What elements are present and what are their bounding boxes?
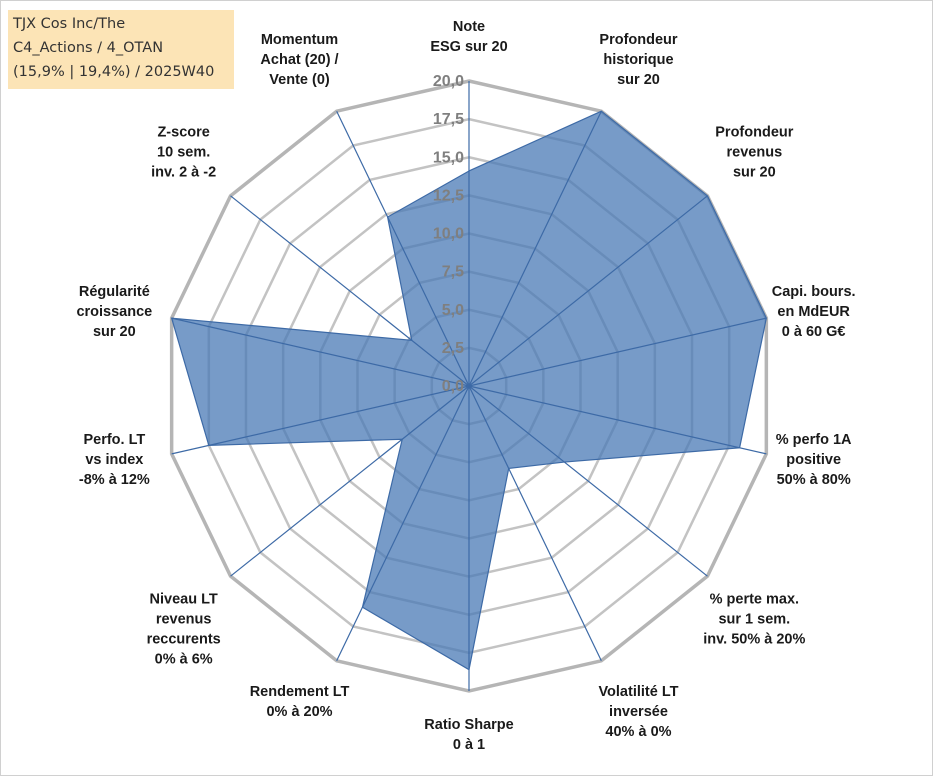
spoke-line [468, 317, 767, 387]
category-label-line: Niveau LT [150, 592, 218, 608]
category-label: Momentum Achat (20) / Vente (0) [260, 32, 338, 88]
category-label-line: 0% à 20% [266, 704, 332, 720]
category-label-line: positive [786, 452, 841, 468]
category-label: Volatilité LT inversée 40% à 0% [598, 684, 678, 740]
category-label-line: Capi. bours. [772, 284, 856, 300]
category-label: Note ESG sur 20 [430, 19, 507, 55]
category-label-line: ESG sur 20 [430, 39, 507, 55]
tick-label: 7,5 [442, 264, 464, 281]
spoke-line [230, 195, 470, 387]
category-label-line: Momentum [261, 32, 338, 48]
category-label-line: 0 à 1 [453, 737, 485, 753]
category-label-line: 50% à 80% [777, 472, 851, 488]
spoke-line [468, 385, 708, 577]
title-line: C4_Actions / 4_OTAN [13, 40, 164, 56]
tick-label: 2,5 [442, 340, 464, 357]
category-label-line: sur 1 sem. [718, 612, 790, 628]
category-label-line: vs index [85, 452, 143, 468]
category-label-line: Rendement LT [250, 684, 350, 700]
tick-label: 17,5 [433, 111, 464, 128]
spoke-line [171, 385, 470, 455]
spoke-line [468, 385, 602, 662]
tick-label: 12,5 [433, 187, 464, 204]
category-label-line: Profondeur [599, 32, 677, 48]
category-label-line: Achat (20) / [260, 52, 338, 68]
tick-label: 10,0 [433, 226, 464, 243]
category-label: % perte max. sur 1 sem. inv. 50% à 20% [703, 592, 805, 648]
tick-label: 0,0 [442, 378, 464, 395]
category-label-line: sur 20 [617, 72, 660, 88]
spoke-line [230, 385, 470, 577]
category-label-line: -8% à 12% [79, 472, 150, 488]
category-label-line: 0% à 6% [155, 652, 213, 668]
spoke-line [468, 385, 767, 455]
category-label: Rendement LT 0% à 20% [250, 684, 350, 720]
category-label-line: Z-score [157, 124, 209, 140]
category-label-line: croissance [76, 304, 152, 320]
spoke-line [336, 385, 470, 662]
category-label-line: inv. 50% à 20% [703, 632, 805, 648]
category-label-line: % perfo 1A [776, 432, 852, 448]
category-label-line: reccurents [147, 632, 221, 648]
tick-label: 20,0 [433, 73, 464, 90]
title-box: TJX Cos Inc/The C4_Actions / 4_OTAN (15,… [8, 10, 234, 89]
tick-label: 15,0 [433, 149, 464, 166]
title-line: TJX Cos Inc/The [13, 16, 126, 32]
category-label-line: historique [603, 52, 673, 68]
category-label-line: revenus [156, 612, 212, 628]
category-label: Profondeur historique sur 20 [599, 32, 677, 88]
category-label-line: revenus [727, 144, 783, 160]
category-label-line: en MdEUR [777, 304, 850, 320]
tick-label: 5,0 [442, 302, 464, 319]
category-label: Régularité croissance sur 20 [76, 284, 152, 340]
category-label-line: Perfo. LT [83, 432, 145, 448]
category-label-line: 10 sem. [157, 144, 210, 160]
category-label-line: Vente (0) [269, 72, 330, 88]
category-label: Profondeur revenus sur 20 [715, 124, 793, 180]
category-label: Perfo. LT vs index -8% à 12% [79, 432, 150, 488]
category-label: Z-score 10 sem. inv. 2 à -2 [151, 124, 216, 180]
spoke-line [468, 110, 602, 387]
category-label-line: inversée [609, 704, 668, 720]
category-label-line: inv. 2 à -2 [151, 164, 216, 180]
category-label-line: Ratio Sharpe [424, 717, 513, 733]
category-label-line: 40% à 0% [605, 724, 671, 740]
category-label-line: % perte max. [710, 592, 799, 608]
category-label-line: Profondeur [715, 124, 793, 140]
spoke-line [171, 317, 470, 387]
category-label: Capi. bours. en MdEUR 0 à 60 G€ [772, 284, 856, 340]
category-label: Ratio Sharpe 0 à 1 [424, 717, 513, 753]
spoke-line [336, 110, 470, 387]
category-label: % perfo 1A positive 50% à 80% [776, 432, 852, 488]
category-label-line: Régularité [79, 284, 150, 300]
title-line: (15,9% | 19,4%) / 2025W40 [13, 64, 215, 80]
category-label-line: sur 20 [93, 324, 136, 340]
category-label-line: 0 à 60 G€ [782, 324, 846, 340]
category-label-line: Volatilité LT [598, 684, 678, 700]
category-label-line: Note [453, 19, 485, 35]
category-label-line: sur 20 [733, 164, 776, 180]
spoke-line [468, 195, 708, 387]
category-label: Niveau LT revenus reccurents 0% à 6% [147, 592, 221, 668]
